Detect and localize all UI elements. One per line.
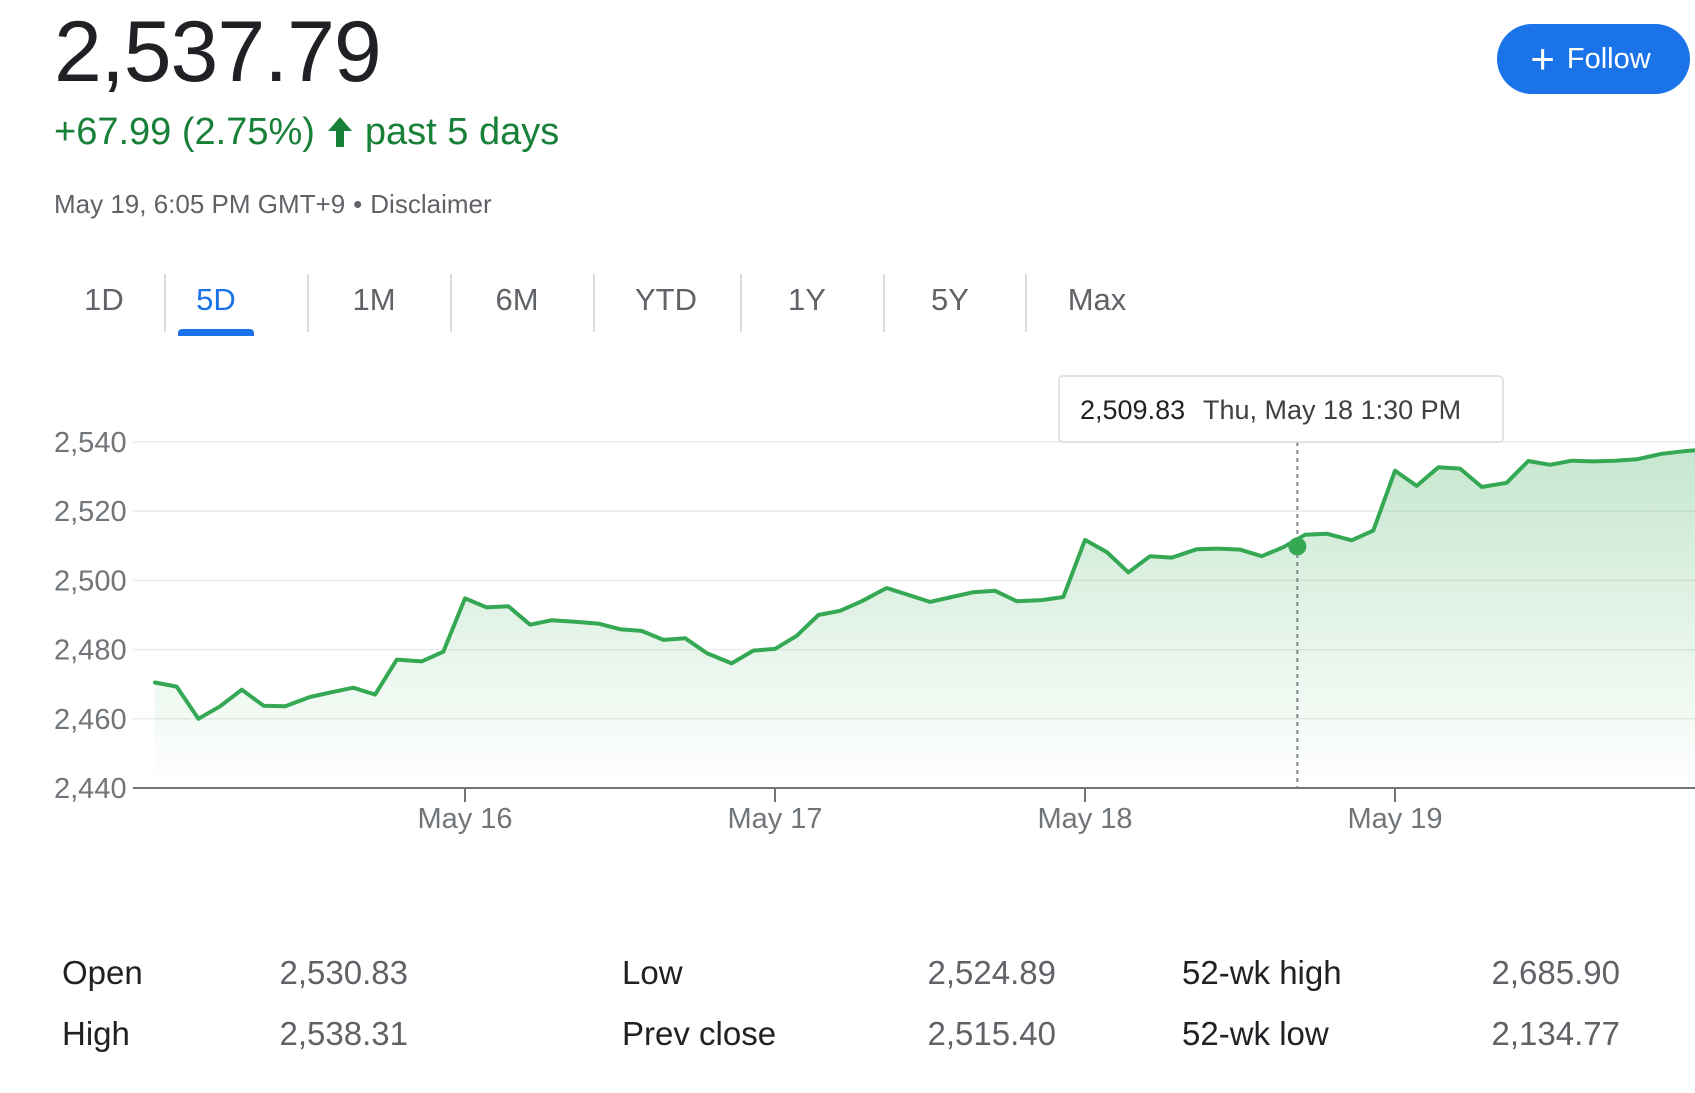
follow-label: Follow <box>1566 42 1651 75</box>
tab-label: 5Y <box>931 282 969 317</box>
tab-label: 6M <box>495 282 539 317</box>
stat-value: 2,538.31 <box>279 1015 408 1052</box>
y-tick-label: 2,540 <box>54 427 127 459</box>
meta-separator: • <box>353 189 363 219</box>
tab-label: 5D <box>196 282 236 317</box>
plus-icon: + <box>1530 35 1555 82</box>
follow-button[interactable]: + Follow <box>1497 24 1690 94</box>
tooltip-time: Thu, May 18 1:30 PM <box>1203 395 1461 425</box>
stat-value: 2,685.90 <box>1491 954 1620 991</box>
tab-divider <box>164 274 166 332</box>
y-tick-label: 2,520 <box>54 496 127 528</box>
price-change-value: +67.99 (2.75%) <box>54 111 315 153</box>
disclaimer-link[interactable]: Disclaimer <box>370 189 492 219</box>
price-change-period: past 5 days <box>364 111 560 153</box>
tooltip-box <box>1058 375 1504 443</box>
tab-1y[interactable]: 1Y <box>757 268 857 332</box>
tab-1m[interactable]: 1M <box>324 268 424 332</box>
y-axis-labels: 2,540 2,520 2,500 2,480 2,460 2,440 <box>54 427 127 805</box>
range-tabs: 1D 5D 1M 6M YTD 1Y 5Y Max <box>54 268 1154 338</box>
current-price: 2,537.79 <box>54 4 382 100</box>
stat-value: 2,530.83 <box>279 954 408 991</box>
y-tick-label: 2,480 <box>54 635 127 667</box>
tab-1d[interactable]: 1D <box>54 268 154 332</box>
price-line <box>153 448 1695 721</box>
stat-value: 2,524.89 <box>927 954 1056 991</box>
stat-value: 2,134.77 <box>1491 1015 1620 1052</box>
tab-divider <box>450 274 452 332</box>
tab-label: 1M <box>352 282 396 317</box>
y-tick-label: 2,440 <box>54 773 127 805</box>
tab-label: Max <box>1067 282 1127 317</box>
hover-tooltip: 2,509.83 Thu, May 18 1:30 PM <box>1058 375 1504 443</box>
x-tick-label: May 16 <box>417 803 512 835</box>
tab-divider <box>1025 274 1027 332</box>
tab-label: 1Y <box>788 282 826 317</box>
tab-5d[interactable]: 5D <box>178 268 254 336</box>
stat-label: 52-wk high <box>1182 954 1342 991</box>
arrow-up-icon <box>327 117 352 147</box>
tab-label: YTD <box>635 282 697 317</box>
stat-label: Low <box>622 954 683 991</box>
tab-divider <box>740 274 742 332</box>
tab-max[interactable]: Max <box>1042 268 1152 332</box>
x-tick-label: May 18 <box>1037 803 1132 835</box>
tab-divider <box>593 274 595 332</box>
x-tick-label: May 17 <box>727 803 822 835</box>
stat-label: 52-wk low <box>1182 1015 1329 1052</box>
tab-ytd[interactable]: YTD <box>610 268 722 332</box>
tab-6m[interactable]: 6M <box>467 268 567 332</box>
timestamp-text: May 19, 6:05 PM GMT+9 <box>54 189 346 219</box>
x-axis-ticks: May 16 May 17 May 18 May 19 <box>417 788 1443 835</box>
quote-timestamp: May 19, 6:05 PM GMT+9 • Disclaimer <box>54 186 492 222</box>
tab-divider <box>883 274 885 332</box>
tab-5y[interactable]: 5Y <box>900 268 1000 332</box>
tab-divider <box>307 274 309 332</box>
price-area-fill <box>155 450 1695 788</box>
active-tab-indicator <box>178 329 254 336</box>
stat-label: Prev close <box>622 1015 777 1052</box>
x-tick-label: May 19 <box>1347 803 1442 835</box>
y-tick-label: 2,500 <box>54 565 127 597</box>
stat-label: Open <box>62 954 143 991</box>
stat-value: 2,515.40 <box>927 1015 1056 1052</box>
hover-point <box>1288 537 1307 556</box>
price-change: +67.99 (2.75%) past 5 days <box>54 106 559 158</box>
tooltip-value: 2,509.83 <box>1080 395 1185 425</box>
tab-label: 1D <box>84 282 124 317</box>
y-tick-label: 2,460 <box>54 704 127 736</box>
stat-label: High <box>62 1015 130 1052</box>
